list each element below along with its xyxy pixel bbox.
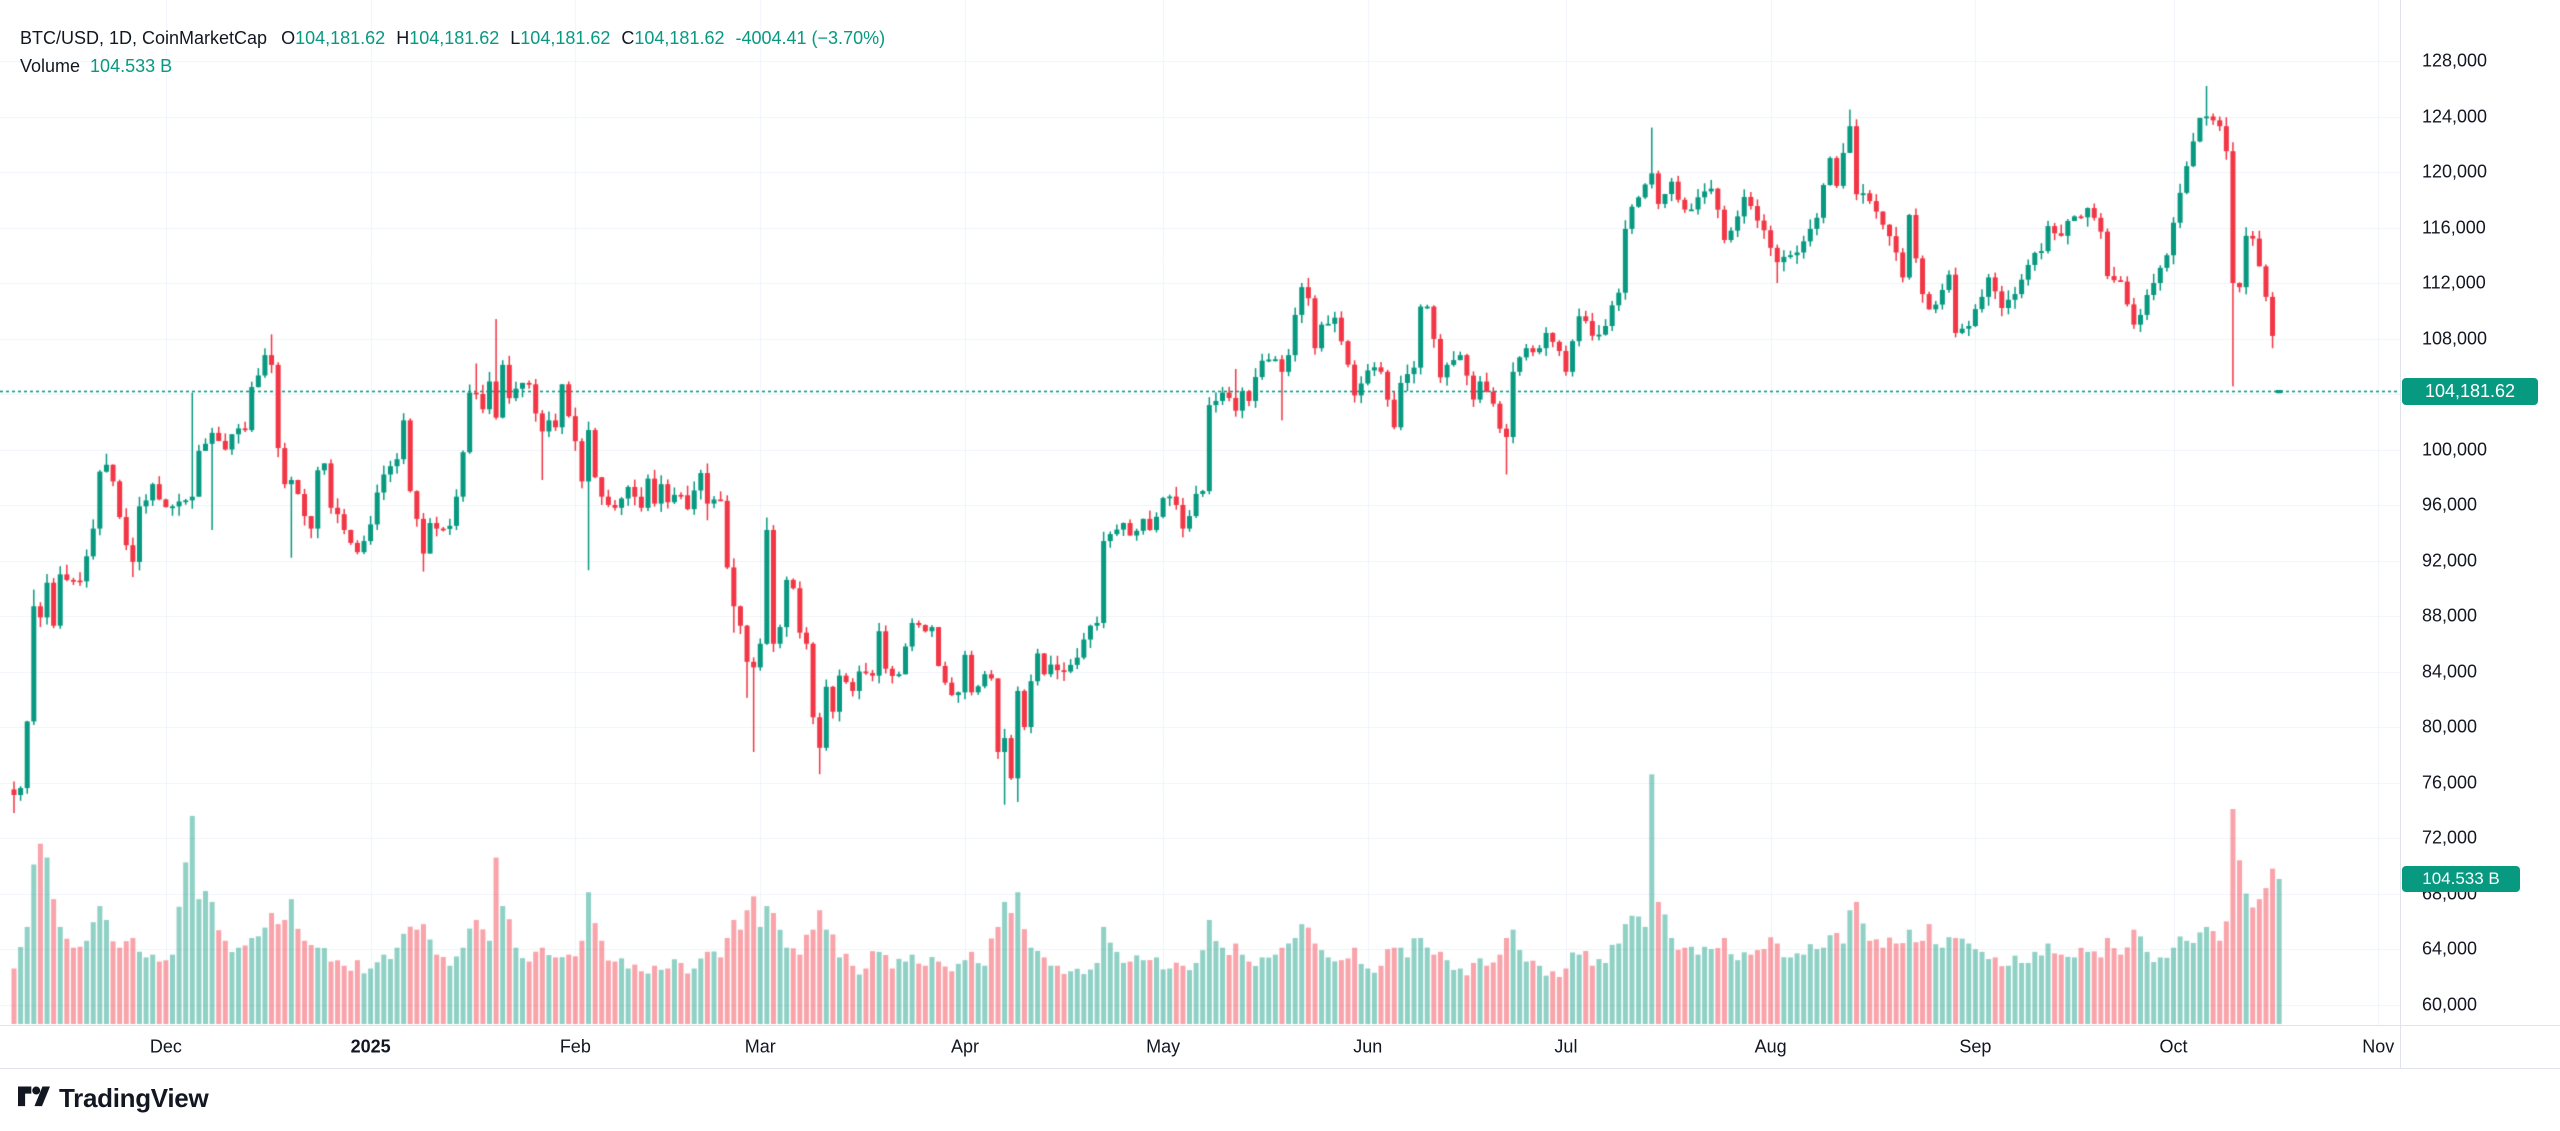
price-axis-label: 64,000 [2422, 938, 2478, 959]
price-axis-label: 96,000 [2422, 494, 2478, 515]
time-axis-border-top [0, 1025, 2560, 1026]
time-axis-label: Oct [2159, 1036, 2188, 1057]
ohlc-item: H104,181.62 [396, 28, 500, 48]
time-axis-label: Nov [2362, 1036, 2395, 1057]
price-axis-label: 128,000 [2422, 50, 2488, 71]
volume-badge: 104.533 B [2402, 866, 2520, 892]
symbol-title[interactable]: BTC/USD, 1D, CoinMarketCap [20, 28, 268, 48]
time-axis[interactable]: Dec 2025 Feb Mar Apr May Jun Jul Aug Sep Oct Nov [0, 1026, 2560, 1068]
time-axis-label: Jul [1554, 1036, 1578, 1057]
time-axis-label: May [1146, 1036, 1181, 1057]
price-axis-border [2400, 0, 2401, 1068]
time-axis-label: Mar [744, 1036, 776, 1057]
time-axis-label: Apr [950, 1036, 979, 1057]
ohlc-item: C104,181.62 [621, 28, 725, 48]
price-axis-label: 72,000 [2422, 827, 2478, 848]
time-axis-border-bottom [0, 1068, 2560, 1069]
change-value: -4004.41 (−3.70%) [735, 28, 886, 48]
time-axis-label: 2025 [350, 1036, 391, 1057]
legend-row-volume: Volume 104.533 B [20, 52, 885, 80]
price-axis-label: 124,000 [2422, 106, 2488, 126]
chart-legend: BTC/USD, 1D, CoinMarketCap O104,181.62 H1… [20, 24, 885, 80]
volume-value: 104.533 B [90, 56, 173, 76]
tradingview-logo-text: TradingView [59, 1083, 209, 1113]
price-axis-label: 84,000 [2422, 661, 2478, 681]
price-axis-label: 100,000 [2422, 439, 2488, 459]
ohlc-item: O104,181.62 [281, 28, 386, 48]
price-axis-label: 92,000 [2422, 550, 2478, 570]
time-axis-label: Aug [1754, 1036, 1787, 1057]
price-axis[interactable]: 128,000 124,000 120,000 116,000 112,000 108,0… [2400, 0, 2560, 1026]
price-axis-label: 60,000 [2422, 994, 2478, 1014]
price-axis-label: 112,000 [2422, 272, 2486, 293]
tradingview-logo[interactable]: TradingView [18, 1083, 209, 1114]
time-axis-label: Sep [1959, 1036, 1992, 1057]
price-axis-label: 120,000 [2422, 161, 2488, 182]
legend-row-symbol: BTC/USD, 1D, CoinMarketCap O104,181.62 H1… [20, 24, 885, 52]
price-axis-label: 80,000 [2422, 716, 2478, 737]
time-axis-label: Dec [149, 1036, 182, 1057]
ohlc-values: O104,181.62 H104,181.62 L104,181.62 C104,18… [281, 24, 735, 52]
volume-label[interactable]: Volume [20, 56, 81, 76]
time-axis-label: Jun [1353, 1036, 1383, 1057]
ohlc-item: L104,181.62 [510, 28, 611, 48]
time-axis-label: Feb [559, 1036, 591, 1057]
tradingview-logo-icon [18, 1086, 50, 1112]
price-axis-label: 116,000 [2422, 217, 2486, 237]
price-axis-label: 76,000 [2422, 772, 2478, 792]
price-axis-label: 108,000 [2422, 328, 2488, 348]
last-price-badge: 104,181.62 [2402, 377, 2538, 405]
price-axis-label: 88,000 [2422, 605, 2478, 626]
